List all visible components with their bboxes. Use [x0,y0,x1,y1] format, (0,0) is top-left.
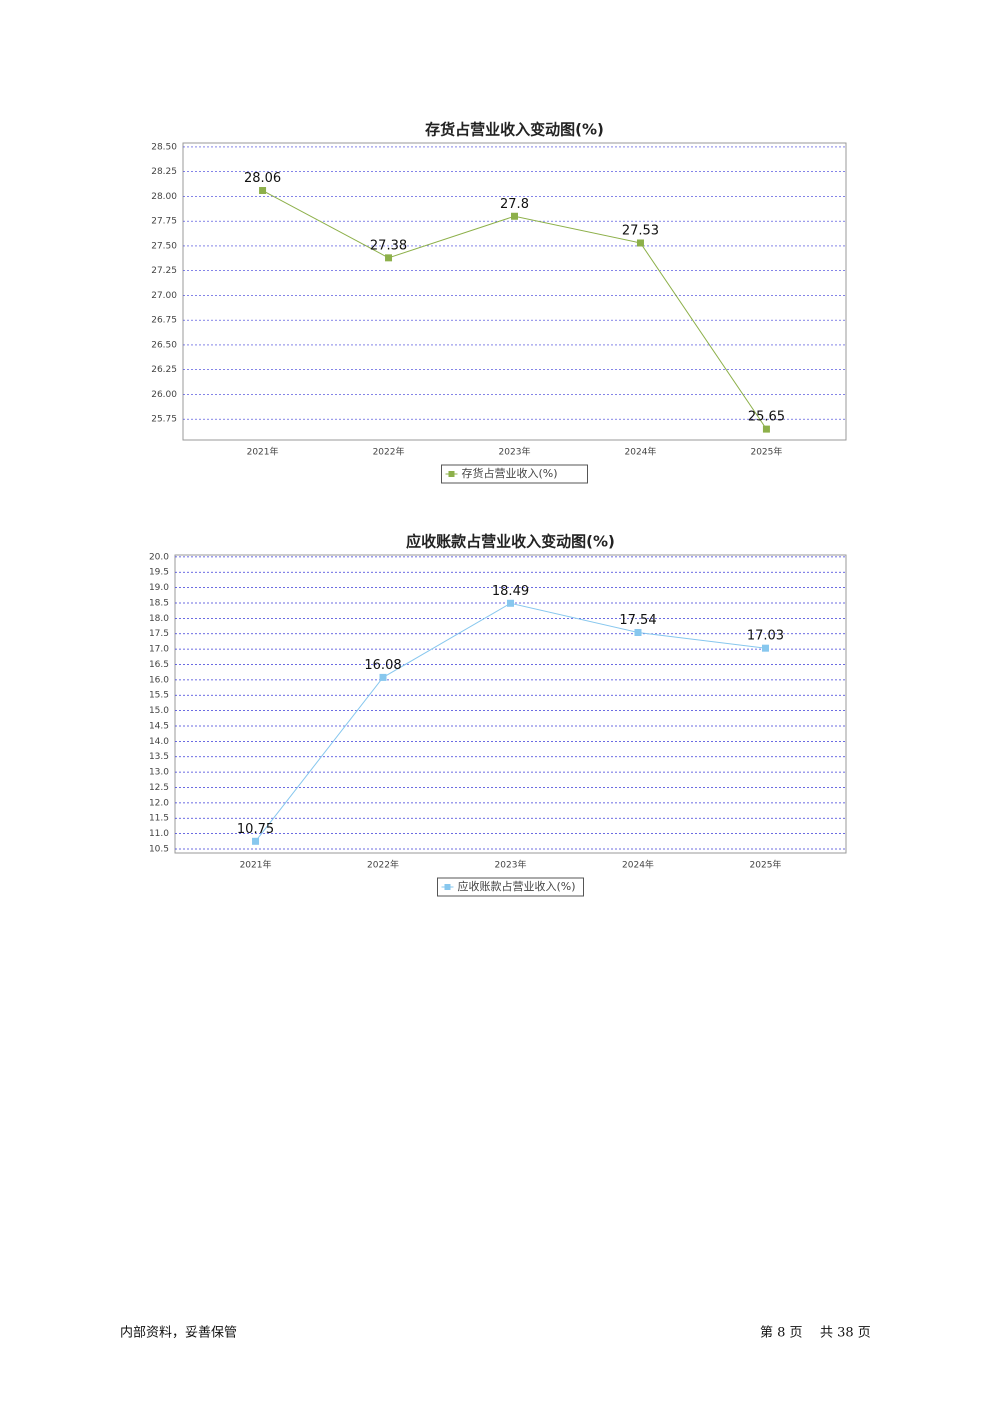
y-tick-label: 27.50 [151,241,177,251]
point [761,644,769,652]
y-tick-label: 11.0 [149,829,169,839]
y-tick-label: 26.50 [151,340,177,350]
y-tick-label: 27.25 [151,266,177,276]
plot-area [182,142,847,441]
y-tick-label: 28.50 [151,142,177,152]
value-label: 25.65 [748,410,785,425]
point [762,425,770,433]
point [259,187,267,195]
legend-label: 存货占营业收入(%) [462,466,558,480]
footer-total: 共 38 页 [820,1326,871,1341]
footer-page: 第 8 页 [760,1326,803,1341]
chart-title: 存货占营业收入变动图(%) [425,121,604,139]
value-label: 10.75 [237,822,274,837]
y-tick-label: 16.5 [149,660,169,670]
value-label: 18.49 [492,584,529,599]
x-tick-label: 2022年 [367,859,399,871]
y-tick-label: 19.5 [149,568,169,578]
point [636,239,644,247]
y-tick-label: 27.75 [151,217,177,227]
y-tick-label: 14.5 [149,721,169,731]
y-tick-label: 12.5 [149,783,169,793]
y-tick-label: 28.25 [151,167,177,177]
y-tick-label: 13.5 [149,752,169,762]
legend-box [441,464,588,484]
y-tick-label: 10.5 [149,845,169,855]
y-tick-label: 14.0 [149,737,169,747]
legend-box [437,877,584,897]
y-tick-label: 26.00 [151,390,177,400]
y-tick-label: 17.0 [149,645,169,655]
y-tick-label: 27.00 [151,291,177,301]
y-tick-label: 15.0 [149,706,169,716]
value-label: 17.03 [747,629,784,644]
value-label: 28.06 [244,171,281,186]
value-label: 27.53 [622,223,659,238]
y-tick-label: 19.0 [149,583,169,593]
point [511,212,518,220]
y-tick-label: 11.5 [149,814,169,824]
y-tick-label: 13.0 [149,768,169,778]
y-tick-label: 12.0 [149,798,169,808]
y-tick-label: 15.5 [149,691,169,701]
point [385,254,393,262]
point [507,599,514,607]
x-tick-label: 2024年 [625,446,657,458]
value-label: 27.38 [370,238,407,253]
y-tick-label: 20.0 [149,552,169,562]
point [379,673,387,681]
y-tick-label: 25.75 [151,415,177,425]
point [634,628,642,636]
y-tick-label: 16.0 [149,675,169,685]
value-label: 16.08 [364,658,401,673]
chart-title: 应收账款占营业收入变动图(%) [406,533,615,551]
point [252,837,260,845]
y-tick-label: 18.0 [149,614,169,624]
x-tick-label: 2025年 [750,859,782,871]
x-tick-label: 2023年 [495,859,527,871]
legend-marker [448,471,455,477]
x-tick-label: 2021年 [247,446,279,458]
y-tick-label: 18.5 [149,598,169,608]
y-tick-label: 26.25 [151,365,177,375]
footer-left: 内部资料，妥善保管 [120,1325,237,1341]
x-tick-label: 2025年 [750,446,782,458]
y-tick-label: 28.00 [151,192,177,202]
value-label: 27.8 [500,197,529,212]
y-tick-label: 17.5 [149,629,169,639]
plot-area [174,554,847,854]
y-tick-label: 26.75 [151,316,177,326]
x-tick-label: 2021年 [240,859,272,871]
legend-marker [444,884,451,890]
x-tick-label: 2022年 [373,446,405,458]
value-label: 17.54 [619,613,656,628]
legend-label: 应收账款占营业收入(%) [458,879,576,893]
x-tick-label: 2023年 [499,446,531,458]
x-tick-label: 2024年 [622,859,654,871]
